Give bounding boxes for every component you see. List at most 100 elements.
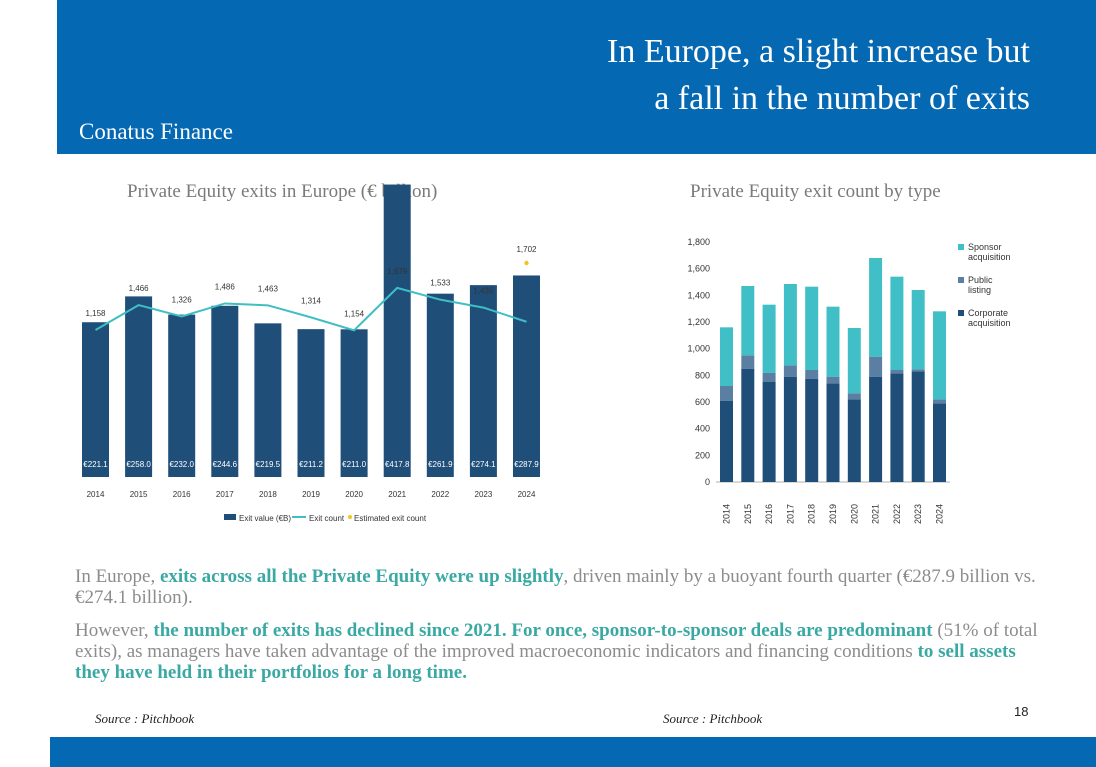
x-tick-2023: 2023 [913, 504, 923, 524]
public-listing-bar-2023 [911, 369, 925, 372]
header-banner: In Europe, a slight increase but a fall … [57, 0, 1096, 154]
sponsor-acquisition-bar-2022 [890, 276, 904, 370]
exit-value-bar-2023 [469, 285, 497, 477]
public-listing-bar-2016 [762, 372, 776, 382]
exit-value-label-2024: €287.9 [514, 460, 539, 469]
corporate-acquisition-bar-2015 [741, 368, 755, 482]
sponsor-acquisition-bar-2023 [911, 290, 925, 370]
legend-swatch-public-listing [958, 277, 964, 283]
paragraph-1-highlight: exits across all the Private Equity were… [159, 566, 564, 587]
public-listing-bar-2024 [933, 399, 946, 404]
public-listing-bar-2021 [869, 356, 883, 377]
legend-swatch-corporate-acquisition [958, 310, 964, 316]
y-tick-800: 800 [695, 370, 710, 380]
exit-count-label-2016: 1,326 [172, 295, 193, 304]
x-tick-2023: 2023 [475, 490, 493, 499]
estimated-exit-count-point [524, 260, 529, 266]
legend-swatch-exit-value [224, 514, 236, 520]
exit-value-bar-2014 [82, 322, 109, 477]
y-tick-0: 0 [705, 477, 710, 487]
exit-value-bar-2020 [340, 329, 368, 477]
exit-count-label-2019: 1,314 [301, 296, 322, 305]
exit-count-label-2018: 1,463 [258, 284, 279, 293]
exit-count-label-2014: 1,158 [85, 309, 106, 318]
exit-value-label-2018: €219.5 [256, 460, 281, 469]
x-tick-2020: 2020 [849, 504, 859, 524]
x-tick-2018: 2018 [807, 504, 817, 524]
y-tick-1800: 1,800 [687, 237, 710, 247]
exit-count-label-2022: 1,533 [430, 279, 451, 288]
x-tick-2016: 2016 [173, 490, 191, 499]
sponsor-acquisition-bar-2015 [741, 286, 755, 356]
source-left: Source : Pitchbook [95, 711, 195, 726]
x-tick-2014: 2014 [87, 490, 105, 499]
corporate-acquisition-bar-2016 [762, 382, 776, 482]
legend-label-corporate-acquisition: Corporate acquisition [968, 308, 1011, 328]
x-tick-2014: 2014 [722, 504, 732, 524]
exit-value-label-2022: €261.9 [428, 460, 453, 469]
page-number: 18 [1014, 704, 1029, 719]
y-tick-1600: 1,600 [687, 264, 710, 274]
x-tick-2022: 2022 [892, 504, 902, 524]
exit-value-bar-2019 [297, 329, 325, 477]
exit-value-label-2021: €417.8 [385, 460, 410, 469]
x-tick-2022: 2022 [431, 490, 449, 499]
x-tick-2018: 2018 [259, 490, 277, 499]
paragraph-2-text-a: However, [75, 620, 154, 641]
exit-value-bar-2015 [125, 296, 153, 477]
sponsor-acquisition-bar-2016 [762, 304, 776, 373]
exit-count-label-2017: 1,486 [215, 282, 236, 291]
y-tick-600: 600 [695, 397, 710, 407]
exit-value-bar-2021 [383, 184, 411, 478]
corporate-acquisition-bar-2018 [805, 378, 819, 482]
y-tick-1200: 1,200 [687, 317, 710, 327]
x-tick-2021: 2021 [871, 504, 881, 524]
y-tick-1400: 1,400 [687, 290, 710, 300]
corporate-acquisition-bar-2019 [826, 383, 840, 482]
corporate-acquisition-bar-2014 [720, 400, 733, 482]
x-tick-2017: 2017 [216, 490, 234, 499]
sponsor-acquisition-bar-2014 [720, 327, 733, 386]
exit-value-label-2023: €274.1 [471, 460, 496, 469]
y-tick-200: 200 [695, 450, 710, 460]
exit-count-label-2020: 1,154 [344, 309, 365, 318]
paragraph-1: In Europe, exits across all the Private … [75, 566, 1040, 608]
x-tick-2015: 2015 [130, 490, 148, 499]
estimated-exit-count-label: 1,702 [516, 245, 537, 254]
exit-count-label-2015: 1,466 [129, 284, 150, 293]
corporate-acquisition-bar-2020 [847, 399, 861, 482]
exit-value-label-2017: €244.6 [213, 460, 238, 469]
paragraph-2-highlight-a: the number of exits has declined since 2… [153, 620, 933, 641]
legend-swatch-estimated [348, 515, 352, 519]
public-listing-bar-2022 [890, 370, 904, 374]
paragraph-1-text-b: , driven mainly by a buoyant fourth quar… [75, 566, 1036, 608]
x-tick-2024: 2024 [518, 490, 536, 499]
public-listing-bar-2019 [826, 376, 840, 384]
paragraph-1-text-a: In Europe, [75, 566, 160, 587]
public-listing-bar-2017 [783, 365, 797, 377]
corporate-acquisition-bar-2024 [933, 403, 946, 482]
paragraph-2-text-b: (51% of total exits), as managers have t… [75, 620, 1038, 662]
exit-value-label-2016: €232.0 [169, 460, 194, 469]
public-listing-bar-2018 [805, 370, 819, 379]
x-tick-2019: 2019 [828, 504, 838, 524]
exit-count-line [94, 286, 527, 332]
legend-label-exit-value: Exit value (€B) [239, 514, 291, 523]
sponsor-acquisition-bar-2024 [933, 311, 946, 400]
y-tick-400: 400 [695, 424, 710, 434]
legend-swatch-sponsor-acquisition [958, 244, 964, 250]
exit-value-bar-2016 [168, 314, 196, 477]
x-tick-2024: 2024 [935, 504, 945, 524]
corporate-acquisition-bar-2017 [783, 376, 797, 482]
exit-value-bar-2018 [254, 323, 282, 477]
title-line-2: a fall in the number of exits [654, 80, 1030, 117]
title-line-1: In Europe, a slight increase but [607, 33, 1030, 70]
sponsor-acquisition-bar-2021 [869, 258, 883, 357]
brand-name: Conatus Finance [79, 119, 233, 144]
x-tick-2021: 2021 [388, 490, 406, 499]
legend-label-sponsor-acquisition: Sponsor acquisition [968, 242, 1011, 262]
public-listing-bar-2020 [847, 393, 861, 400]
exit-value-label-2019: €211.2 [299, 460, 323, 469]
public-listing-bar-2015 [741, 355, 755, 369]
paragraph-2-highlight-b: to sell assets they have held in their p… [75, 641, 1016, 683]
